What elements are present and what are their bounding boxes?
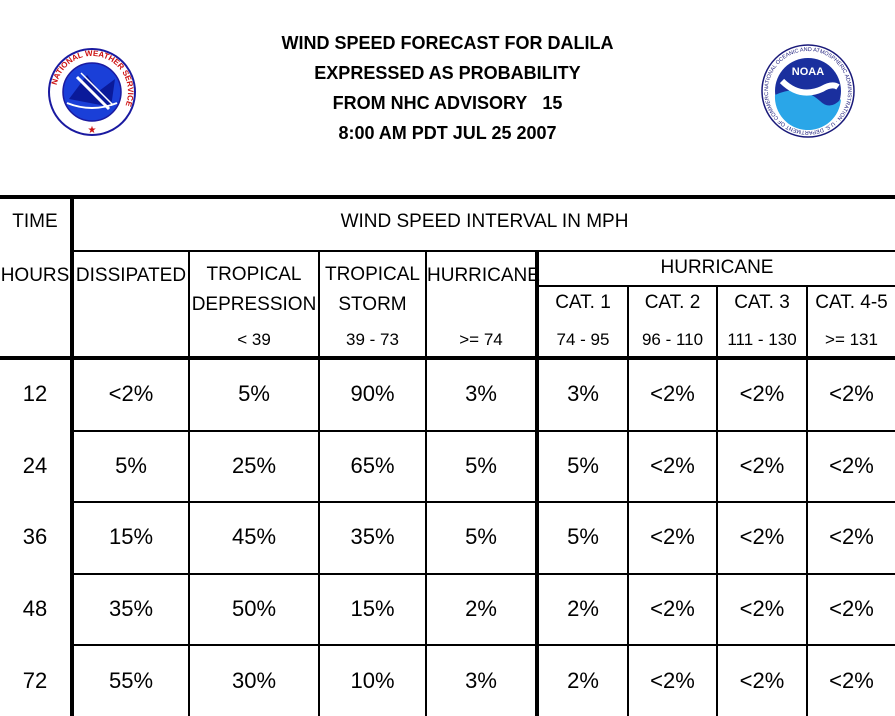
table-cell: 15% [108,524,154,549]
table-cell: 2% [567,668,599,693]
table-top-border [0,195,895,199]
col-header-dissipated: DISSIPATED [75,265,187,286]
table-cell: <2% [739,453,785,478]
table-cell: 5% [238,381,270,406]
noaa-logo: NOAA NATIONAL OCEANIC AND ATMOSPHERIC AD… [758,39,856,139]
table-cell: 3% [465,381,497,406]
table-cell: 50% [231,596,277,621]
interval-header-divider [72,250,895,252]
col-header-cat2: CAT. 2 [644,292,701,313]
table-cell: <2% [829,524,874,549]
advisory-label: FROM NHC ADVISORY [332,93,528,113]
table-cell: <2% [739,524,785,549]
table-cell: 35% [350,524,395,549]
time-column-border [70,195,74,716]
table-cell: <2% [739,381,785,406]
col-header-td-line1: TROPICAL [206,264,302,285]
nws-logo: NATIONAL WEATHER SERVICE ★ [47,47,137,137]
table-cell: 5% [567,524,599,549]
col-range-ts: 39 - 73 [346,330,399,349]
nws-logo-icon: NATIONAL WEATHER SERVICE ★ [48,48,136,136]
table-cell: 5% [465,524,497,549]
col-range-cat2: 96 - 110 [641,330,704,349]
table-cell: <2% [829,668,874,693]
col-header-cat3: CAT. 3 [734,292,790,313]
title-line-2: EXPRESSED AS PROBABILITY [314,63,581,83]
col-range-cat45: >= 131 [825,330,878,349]
table-cell: 5% [115,453,147,478]
table-cell: 45% [231,524,277,549]
table-cell: <2% [739,668,785,693]
table-cell: <2% [739,596,785,621]
title-line-3: FROM NHC ADVISORY 15 [0,93,895,114]
col-range-cat1: 74 - 95 [556,330,610,349]
table-cell: 3% [465,668,497,693]
advisory-number: 15 [542,93,563,113]
row-divider-3 [72,573,895,575]
col-range-hurricane: >= 74 [459,330,503,349]
row-hour: 72 [22,668,48,693]
col-divider-7 [806,286,808,716]
row-hour: 24 [22,453,48,478]
row-divider-1 [72,430,895,432]
col-divider-3 [425,251,427,716]
row-hour: 48 [22,596,48,621]
table-cell: <2% [650,524,695,549]
col-range-td: < 39 [237,330,271,349]
col-header-hurricane: HURRICANE [427,265,540,286]
row-divider-2 [72,501,895,503]
table-cell: 5% [567,453,599,478]
time-header: TIME [12,211,58,232]
noaa-logo-icon: NOAA NATIONAL OCEANIC AND ATMOSPHERIC AD… [758,39,855,138]
table-cell: 2% [465,596,497,621]
col-header-cat1: CAT. 1 [555,292,611,313]
col-divider-2 [318,251,320,716]
table-cell: <2% [829,381,874,406]
table-cell: 2% [567,596,599,621]
row-hour: 36 [22,524,48,549]
header-bottom-border [0,356,895,360]
col-divider-6 [716,286,718,716]
row-hour: 12 [22,381,48,406]
col-header-ts-line2: STORM [338,294,407,315]
col-header-ts-line1: TROPICAL [324,264,421,285]
table-cell: <2% [829,596,874,621]
table-cell: 5% [465,453,497,478]
col-range-cat3: 111 - 130 [727,330,797,349]
table-cell: 3% [567,381,599,406]
table-cell: 30% [231,668,277,693]
row-divider-4 [72,644,895,646]
table-cell: 15% [350,596,395,621]
table-cell: 25% [231,453,277,478]
table-cell: <2% [829,453,874,478]
hurricane-section-border [535,251,539,716]
table-cell: <2% [650,381,695,406]
table-cell: <2% [108,381,154,406]
title-line-1: WIND SPEED FORECAST FOR DALILA [281,33,614,53]
col-header-td-line2: DEPRESSION [191,294,317,315]
table-cell: 55% [108,668,154,693]
table-cell: 35% [108,596,154,621]
svg-text:★: ★ [88,125,97,136]
hours-header: HOURS [0,265,70,286]
interval-header: WIND SPEED INTERVAL IN MPH [340,211,629,232]
table-cell: 90% [350,381,395,406]
table-cell: 10% [350,668,395,693]
title-line-4: 8:00 AM PDT JUL 25 2007 [338,123,557,143]
hurricane-group-header: HURRICANE [660,257,774,278]
table-cell: 65% [350,453,395,478]
col-divider-5 [627,286,629,716]
table-cell: <2% [650,668,695,693]
svg-text:NOAA: NOAA [792,66,824,78]
col-divider-1 [188,251,190,716]
table-cell: <2% [650,596,695,621]
table-cell: <2% [650,453,695,478]
col-header-cat45: CAT. 4-5 [815,292,888,313]
